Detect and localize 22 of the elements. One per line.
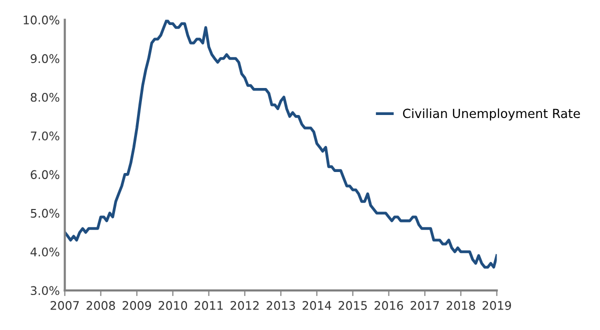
x-tick-label: 2014 xyxy=(302,301,332,310)
x-tick-label: 2019 xyxy=(482,301,511,310)
x-tick-label: 2012 xyxy=(230,301,259,310)
x-tick-label: 2008 xyxy=(86,301,115,310)
x-tick-label: 2009 xyxy=(122,301,152,310)
legend-label: Civilian Unemployment Rate xyxy=(403,108,580,121)
y-tick-label: 5.0% xyxy=(30,208,60,218)
y-tick-label: 7.0% xyxy=(30,131,60,140)
x-tick-label: 2007 xyxy=(50,301,79,310)
x-tick-label: 2016 xyxy=(374,301,404,310)
y-tick-label: 4.0% xyxy=(30,247,60,256)
x-tick-label: 2017 xyxy=(410,301,439,310)
x-tick-label: 2011 xyxy=(194,301,223,310)
y-tick-label: 6.0% xyxy=(30,170,60,180)
x-tick-label: 2013 xyxy=(266,301,295,310)
y-tick-label: 10.0% xyxy=(24,16,60,24)
x-tick-label: 2018 xyxy=(446,301,476,310)
x-tick-label: 2015 xyxy=(338,301,367,310)
y-tick-label: 8.0% xyxy=(30,92,60,102)
y-tick-label: 3.0% xyxy=(30,286,60,296)
y-tick-label: 9.0% xyxy=(30,54,60,64)
x-tick-label: 2010 xyxy=(158,301,188,310)
